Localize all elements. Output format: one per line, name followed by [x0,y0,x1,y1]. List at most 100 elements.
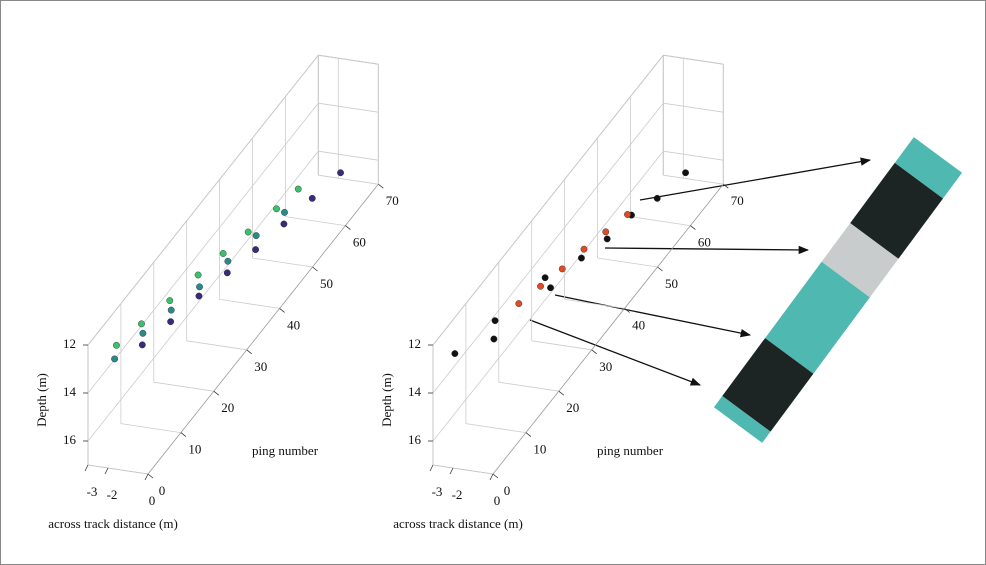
tick-mark [345,225,351,230]
x-tick-label: -2 [107,487,118,502]
point [537,282,544,290]
grid-line [432,54,664,346]
point [653,194,661,202]
point [280,220,288,228]
point [451,350,459,357]
point [281,208,288,216]
point [194,271,202,279]
grid-line [597,257,658,268]
tick-mark [558,390,565,396]
grid-line [285,216,346,226]
tick-mark [104,467,109,475]
point [541,274,549,282]
point [580,245,588,253]
x-tick-label: -3 [87,484,98,499]
tick-mark [144,473,149,481]
tick-mark [213,390,220,396]
tick-mark [492,473,499,479]
grid-line [87,150,319,442]
point [602,228,610,236]
grid-line [252,257,313,268]
tick-mark [246,349,252,355]
tick-mark [690,225,696,230]
grid-line [153,381,214,392]
z-tick-label: 12 [63,336,76,351]
point [113,341,120,349]
x-axis-label: across track distance (m) [393,516,523,531]
y-axis-label: ping number [597,443,664,458]
x-axis-label: across track distance (m) [48,516,178,531]
tick-mark [378,183,384,189]
tick-mark [84,464,89,472]
z-axis-label: Depth (m) [34,373,49,427]
point [515,300,523,307]
grid-line [564,299,625,309]
z-tick-label: 14 [63,384,77,399]
point [111,355,118,363]
point [491,317,499,325]
point [138,341,146,349]
y-tick-label: 70 [731,193,744,208]
tick-mark [429,464,434,472]
y-tick-label: 50 [320,276,333,291]
grid-line [318,150,379,161]
tick-mark [489,473,494,481]
grid-line [531,340,592,351]
tick-mark [591,349,597,355]
y-tick-label: 10 [533,442,546,457]
tick-mark [180,432,187,437]
z-tick-label: 16 [63,432,77,447]
point [308,194,316,202]
z-tick-label: 14 [408,384,422,399]
x-tick-label: -2 [452,487,463,502]
point [138,320,145,328]
point [252,246,260,254]
y-tick-label: 0 [159,483,166,498]
grid-line [663,54,724,65]
y-tick-label: 10 [188,442,201,457]
point [273,205,280,213]
grid-line [87,102,319,394]
point [167,318,175,326]
point [244,228,252,236]
grid-line [432,464,494,475]
tick-mark [624,308,630,313]
grid-line [432,150,664,442]
y-tick-label: 70 [386,193,399,208]
y-tick-label: 40 [632,317,645,332]
grid-line [498,381,559,392]
grid-line [630,216,691,226]
point [682,169,689,177]
pipe [713,137,963,443]
point [167,306,175,314]
x-tick-label: 0 [149,493,156,508]
box-edge [492,183,724,475]
y-tick-label: 0 [504,483,511,498]
box-edge [147,183,379,475]
y-tick-label: 20 [566,400,579,415]
x-tick-label: -3 [432,484,443,499]
grid-line [663,102,724,113]
grid-line [465,423,526,433]
point [219,250,227,257]
y-tick-label: 60 [698,235,711,250]
point [224,257,232,265]
grid-line [120,423,181,433]
point [547,284,554,292]
y-tick-label: 20 [221,400,234,415]
grid-line [318,54,379,65]
grid-line [87,54,319,346]
z-tick-label: 12 [408,336,421,351]
point [490,335,498,343]
tick-mark [449,467,454,475]
grid-line [663,150,724,161]
z-tick-label: 16 [408,432,422,447]
tick-mark [312,266,318,272]
point [139,329,147,337]
point [558,265,566,273]
grid-line [318,102,379,113]
tick-mark [657,266,663,272]
point [578,254,585,262]
y-tick-label: 30 [254,359,267,374]
